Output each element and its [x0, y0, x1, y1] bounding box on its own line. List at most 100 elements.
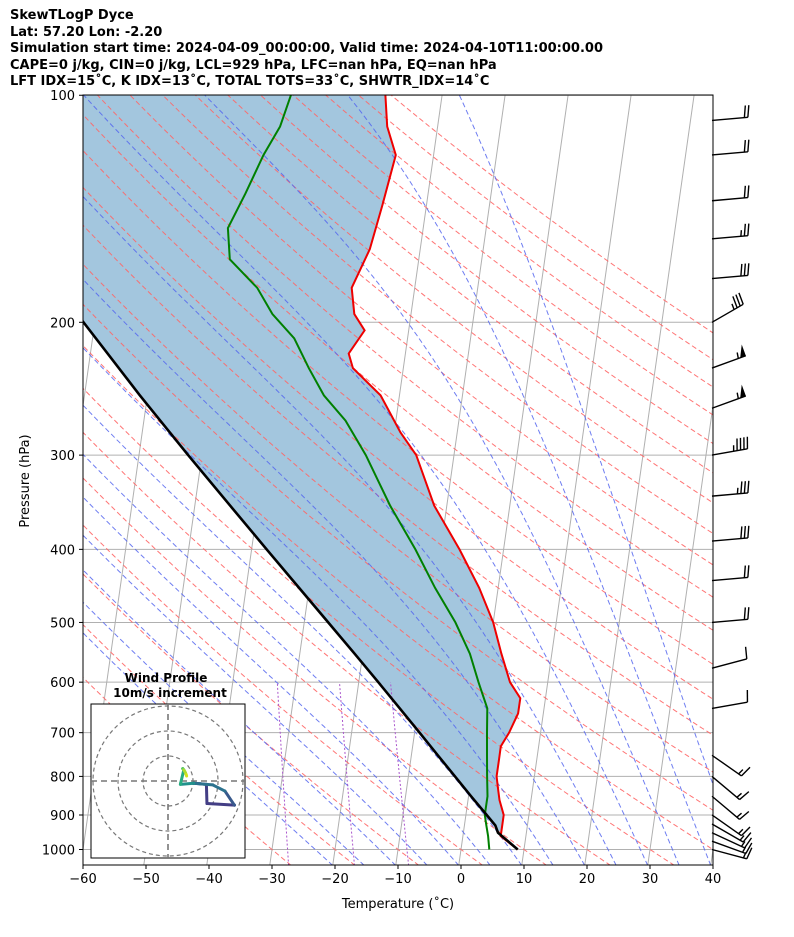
barb-feather: [735, 294, 741, 307]
y-tick-label: 400: [50, 543, 75, 558]
barb-shaft: [711, 492, 748, 497]
barb-shaft: [711, 701, 748, 710]
barb-feather: [747, 223, 750, 236]
barb-flag: [740, 344, 746, 358]
x-tick-label: −30: [258, 872, 285, 887]
barb-half-feather: [739, 835, 745, 841]
barb-feather: [744, 646, 748, 659]
wind-barb: [711, 814, 751, 837]
wind-barb: [711, 646, 748, 669]
barb-shaft: [711, 618, 748, 624]
barb-shaft: [711, 234, 748, 240]
barb-shaft: [711, 795, 741, 820]
barb-feather: [743, 481, 747, 494]
moist-adiabat: [83, 601, 365, 865]
moist-adiabat: [83, 347, 554, 865]
barb-half-feather: [740, 841, 746, 847]
dry-adiabat: [83, 186, 713, 700]
barb-shaft: [711, 576, 748, 582]
wind-barb: [711, 344, 747, 369]
barb-feather: [743, 139, 747, 153]
x-tick-label: −50: [132, 872, 159, 887]
mixing-ratio-line: [390, 682, 410, 865]
barb-feather: [743, 223, 747, 237]
barb-half-feather: [736, 812, 742, 818]
y-tick-label: 200: [50, 316, 75, 331]
moist-adiabat: [83, 569, 396, 865]
isotherm-gridline: [710, 845, 713, 865]
parcel-path-line: [83, 319, 519, 851]
barb-feather: [743, 526, 747, 539]
barb-half-feather: [738, 769, 744, 775]
dry-adiabat: [96, 95, 713, 598]
dry-adiabat: [83, 113, 713, 631]
x-tick-label: −40: [195, 872, 222, 887]
hodograph-segment: [223, 789, 236, 807]
dry-adiabat: [83, 303, 713, 811]
dry-adiabat: [292, 95, 713, 416]
isotherm-gridline: [584, 95, 695, 865]
y-tick-label: 900: [50, 809, 75, 824]
wind-barb: [711, 525, 750, 542]
wind-barb: [711, 185, 750, 202]
moist-adiabat: [347, 95, 712, 865]
barb-half-feather: [738, 828, 744, 835]
barb-half-feather: [736, 792, 742, 798]
barb-feather: [740, 826, 751, 837]
barb-feather: [747, 105, 750, 118]
dry-adiabat: [83, 387, 675, 865]
wind-barb: [711, 436, 749, 456]
isotherm-gridline: [647, 402, 713, 865]
barb-feather: [745, 842, 753, 854]
barb-shaft: [711, 355, 747, 369]
moist-adiabat: [83, 453, 491, 865]
hodograph-segment: [178, 781, 196, 786]
barb-shaft: [711, 537, 748, 542]
x-tick-label: −10: [384, 872, 411, 887]
barb-feather: [747, 480, 750, 494]
moist-adiabat: [83, 632, 333, 865]
wind-barb: [711, 263, 750, 280]
barb-feather: [738, 292, 744, 305]
barb-feather: [747, 185, 750, 198]
cape-line: CAPE=0 j/kg, CIN=0 j/kg, LCL=929 hPa, LF…: [10, 57, 497, 73]
dry-adiabat: [83, 224, 713, 736]
dry-adiabat: [83, 263, 713, 773]
y-tick-label: 700: [50, 727, 75, 742]
hodograph-segment: [192, 781, 208, 786]
inset-title: Wind Profile: [125, 671, 208, 685]
cin-shaded-area: [83, 95, 521, 850]
barb-shaft: [711, 151, 748, 156]
dry-adiabat: [83, 524, 484, 865]
wind-barb: [711, 105, 750, 122]
wind-barb: [711, 223, 750, 240]
dry-adiabat: [83, 344, 713, 851]
x-tick-label: −20: [321, 872, 348, 887]
barb-shaft: [711, 116, 748, 122]
barb-feather: [743, 607, 747, 620]
wind-barb: [711, 607, 750, 624]
y-tick-label: 500: [50, 616, 75, 631]
x-tick-label: 20: [579, 872, 596, 887]
dry-adiabat: [227, 95, 713, 474]
dewpoint-line: [226, 95, 491, 850]
y-tick-label: 1000: [42, 844, 75, 859]
dry-adiabat: [194, 95, 713, 504]
barb-shaft: [711, 832, 745, 849]
barb-shaft: [711, 814, 742, 837]
isotherm-gridline: [0, 78, 3, 865]
wind-profile-inset: Wind Profile 10m/s increment: [90, 671, 246, 859]
barb-feather: [743, 185, 747, 198]
x-axis-label: Temperature (˚C): [341, 896, 454, 912]
hodograph-segment: [205, 801, 236, 807]
barb-half-feather: [736, 392, 739, 399]
chart-title: SkewTLogP Dyce: [10, 8, 134, 23]
dry-adiabat: [83, 477, 547, 865]
moist-adiabat: [83, 404, 522, 865]
y-tick-label: 100: [50, 89, 75, 104]
wind-barb: [711, 754, 751, 777]
barb-feather: [746, 847, 753, 860]
index-line: LFT IDX=15˚C, K IDX=13˚C, TOTAL TOTS=33˚…: [10, 74, 490, 89]
hodograph-segment: [204, 782, 209, 805]
barb-feather: [739, 810, 750, 820]
